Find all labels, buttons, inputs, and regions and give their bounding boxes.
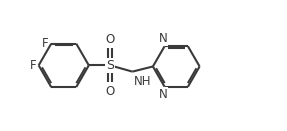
Text: F: F <box>42 37 49 50</box>
Text: NH: NH <box>134 75 151 88</box>
Text: O: O <box>106 33 115 46</box>
Text: N: N <box>159 32 168 45</box>
Text: N: N <box>159 88 168 101</box>
Text: S: S <box>106 59 114 72</box>
Text: O: O <box>106 85 115 98</box>
Text: F: F <box>30 59 36 72</box>
